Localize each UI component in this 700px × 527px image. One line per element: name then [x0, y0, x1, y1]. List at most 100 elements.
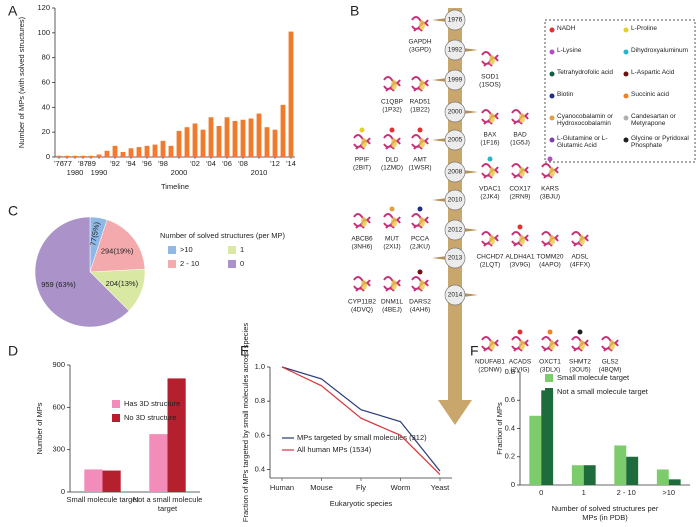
bar [248, 118, 254, 157]
bar [240, 119, 246, 157]
protein-helix [419, 280, 425, 290]
x-tick-label: '96 [142, 159, 152, 168]
ligand-dot [487, 156, 493, 162]
bar [112, 145, 118, 157]
protein-name: SOD1 [481, 74, 499, 81]
y-tick-label: 0.8 [255, 396, 265, 405]
bar [144, 145, 150, 157]
protein-name: COX17 [509, 186, 531, 193]
protein-structure [383, 276, 401, 292]
pie-label: 959 (63%) [41, 280, 76, 289]
y-tick-label: 100 [37, 28, 50, 37]
legend-swatch [168, 246, 176, 254]
ligand-dot [547, 156, 553, 162]
bar [168, 145, 174, 157]
bar [104, 150, 110, 157]
legend-label: 2 - 10 [180, 259, 199, 268]
y-axis-label: Number of MPs (with solved structures) [17, 16, 26, 148]
legend-label: MPs targeted by small molecules (312) [297, 433, 427, 442]
ligand-dot [389, 206, 395, 212]
ligand-dot [417, 269, 423, 275]
y-tick-label: 0 [46, 152, 50, 161]
legend-label: Has 3D structure [124, 399, 180, 408]
protein-name: ABCB6 [351, 236, 373, 243]
x-tick-label: '76 [54, 159, 64, 168]
panel-letter: D [8, 343, 18, 359]
y-tick-label: 0.4 [255, 464, 265, 473]
protein-helix [519, 235, 525, 245]
bar [272, 129, 278, 157]
protein-structure [411, 213, 429, 229]
year-label: 2000 [448, 109, 463, 116]
ligand-label: L-Proline [631, 25, 658, 32]
protein-pdb: (4AH6) [410, 307, 431, 314]
x-tick-label: '89 [86, 159, 96, 168]
ligand-label: L-Aspartic Acid [631, 69, 675, 76]
protein-structure [411, 16, 429, 32]
x-tick-label: Yeast [431, 483, 450, 492]
legend-label: Not a small molecule target [557, 387, 649, 396]
protein-helix [419, 80, 425, 90]
protein-pdb: (1G5J) [510, 140, 530, 147]
ligand-swatch [549, 115, 555, 121]
year-label: 2014 [448, 292, 463, 299]
legend-swatch [228, 260, 236, 268]
protein-pdb: (4BEJ) [382, 307, 402, 314]
ligand-swatch [623, 49, 629, 55]
protein-helix [489, 340, 495, 350]
x-tick-label: '98 [158, 159, 168, 168]
panel-letter: B [350, 3, 359, 19]
pie-label: 77(5%) [88, 221, 101, 247]
protein-pdb: (1WSR) [408, 165, 431, 172]
protein-name: BAX [483, 132, 497, 139]
protein-helix [609, 340, 615, 350]
ligand-dot [517, 329, 523, 335]
x-tick-label: '87 [78, 159, 88, 168]
x-tick-label: Human [270, 483, 294, 492]
pie-label: 294(19%) [101, 246, 134, 255]
protein-name: AMT [413, 157, 427, 164]
protein-pdb: (2LQT) [480, 262, 501, 269]
y-axis-label: Number of MPs [35, 402, 44, 454]
x-axis-label: Eukaryotic species [330, 499, 393, 508]
protein-structure [511, 336, 529, 352]
protein-helix [579, 235, 585, 245]
protein-structure [571, 231, 589, 247]
x-tick-label: '02 [190, 159, 200, 168]
bar [80, 155, 86, 157]
bar [88, 155, 94, 157]
bar [192, 123, 198, 157]
ligand-swatch [549, 49, 555, 55]
ligand-label: Biotin [557, 91, 574, 98]
y-tick-label: 600 [52, 402, 65, 411]
x-tick-label: Mouse [310, 483, 333, 492]
ligand-label: Candesartan or Metyrapone [631, 113, 676, 128]
protein-pdb: (3DLX) [540, 367, 561, 374]
protein-pdb: (3GPD) [409, 47, 431, 54]
protein-structure [571, 336, 589, 352]
ligand-swatch [623, 71, 629, 77]
x-axis-label: Timeline [161, 182, 189, 191]
x-tick-label: Small molecule target [66, 495, 139, 504]
protein-structure [353, 134, 371, 150]
ligand-dot [517, 224, 523, 230]
protein-pdb: (1ZMD) [381, 165, 403, 172]
y-tick-label: 900 [52, 360, 65, 369]
protein-helix [391, 217, 397, 227]
protein-structure [411, 276, 429, 292]
year-label: 1976 [448, 17, 463, 24]
protein-pdb: (2JK4) [480, 194, 499, 201]
ligand-label: NADH [557, 25, 576, 32]
protein-name: KARS [541, 186, 559, 193]
year-node [444, 129, 466, 151]
legend-swatch [545, 388, 553, 396]
protein-name: ADSL [572, 254, 589, 261]
protein-name: MUT [385, 236, 399, 243]
legend-swatch [168, 260, 176, 268]
bar [184, 127, 190, 157]
protein-pdb: (4DVQ) [351, 307, 373, 314]
protein-structure [411, 134, 429, 150]
ligand-label: Glycine or Pyridoxal Phosphate [631, 135, 689, 150]
protein-structure [481, 51, 499, 67]
y-tick-label: 0.6 [255, 430, 265, 439]
